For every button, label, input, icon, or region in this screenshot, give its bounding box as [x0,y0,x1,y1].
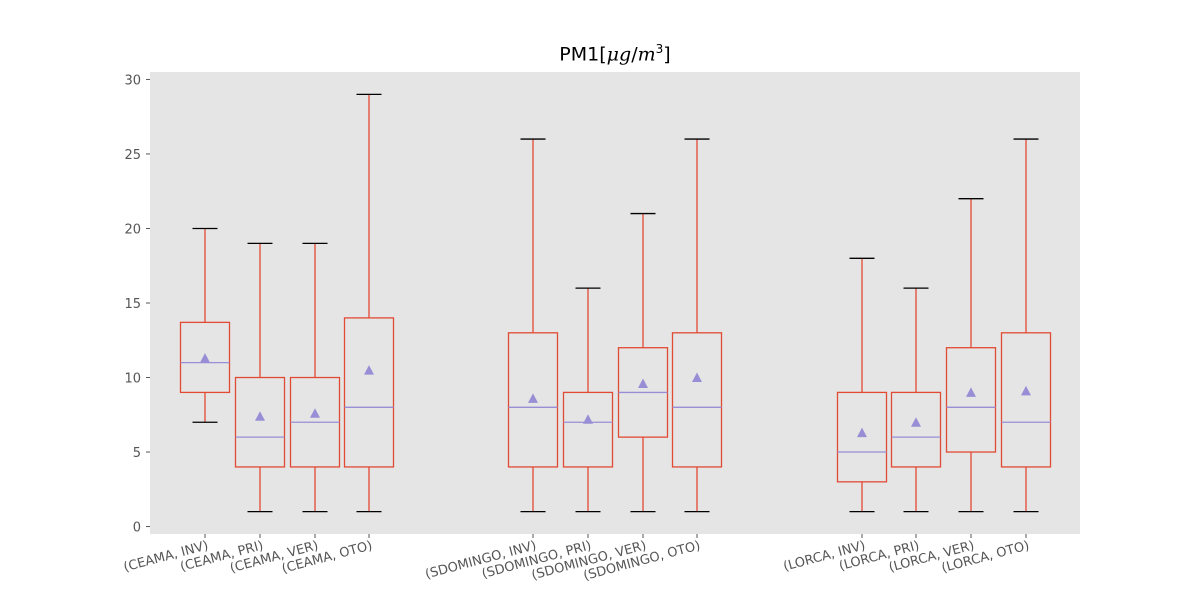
box-11 [945,198,997,513]
box-7 [617,212,669,513]
x-axis: (CEAMA, INV)(CEAMA, PRI)(CEAMA, VER)(CEA… [122,534,1031,584]
box-series [179,93,1052,513]
plot-area [150,72,1080,534]
y-axis: 0 5 10 15 20 25 30 [124,73,150,536]
y-tick-label: 0 [133,521,141,536]
box-4 [343,93,395,513]
box-8 [671,138,723,513]
box-iqr [671,332,723,468]
mean-marker [255,411,265,421]
box-iqr [945,347,997,453]
y-tick-label: 15 [124,297,141,312]
box-1 [179,227,231,423]
y-tick-label: 30 [124,73,141,88]
box-6 [562,287,614,513]
chart-title: PM1[μg/m3] [559,42,671,66]
box-iqr [179,321,231,394]
box-12 [1000,138,1052,513]
box-10 [890,287,942,513]
box-iqr [836,391,888,483]
box-2 [234,242,286,513]
box-iqr [1000,332,1052,468]
box-3 [289,242,341,513]
box-9 [836,257,888,513]
box-iqr [507,332,559,468]
mean-marker [911,417,921,427]
mean-marker [310,408,320,418]
mean-marker [1021,385,1031,396]
mean-marker [857,427,867,438]
mean-marker [692,372,702,383]
y-tick-label: 5 [133,446,141,461]
mean-marker [528,393,538,403]
box-iqr [343,317,395,468]
box-iqr [234,376,286,468]
mean-marker [966,387,976,397]
y-tick-label: 20 [124,222,141,237]
box-iqr [562,391,614,468]
y-tick-label: 25 [124,148,141,163]
mean-marker [638,378,648,388]
box-iqr [890,391,942,468]
y-tick-label: 10 [124,372,141,387]
mean-marker [583,414,593,424]
mean-marker [200,353,210,363]
box-5 [507,138,559,513]
mean-marker [364,365,374,375]
